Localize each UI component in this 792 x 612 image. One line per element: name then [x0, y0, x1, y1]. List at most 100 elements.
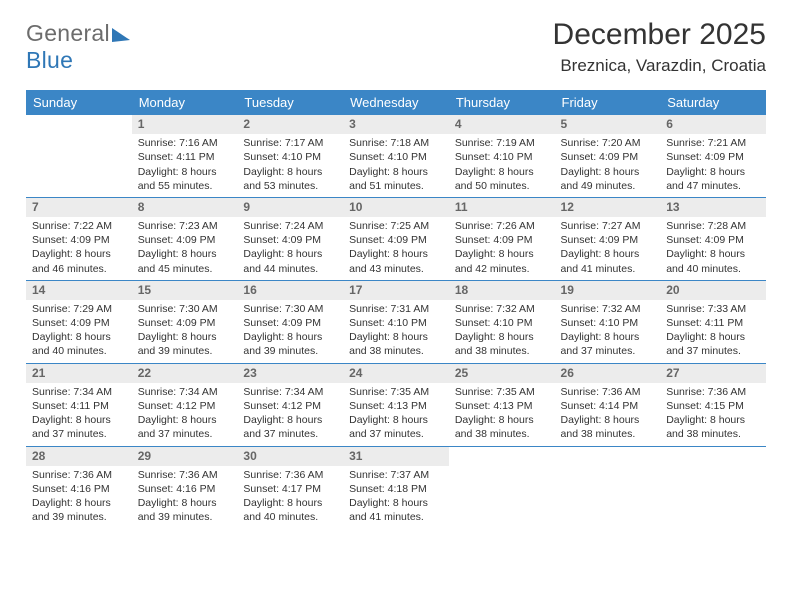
day-number: 2	[237, 115, 343, 134]
day-number: 12	[555, 198, 661, 217]
day-info: Sunrise: 7:35 AMSunset: 4:13 PMDaylight:…	[449, 383, 555, 446]
logo-text-blue: Blue	[26, 47, 73, 73]
calendar-week-row: 7Sunrise: 7:22 AMSunset: 4:09 PMDaylight…	[26, 197, 766, 280]
calendar-table: Sunday Monday Tuesday Wednesday Thursday…	[26, 90, 766, 528]
calendar-day-cell: 17Sunrise: 7:31 AMSunset: 4:10 PMDayligh…	[343, 280, 449, 363]
calendar-day-cell: 30Sunrise: 7:36 AMSunset: 4:17 PMDayligh…	[237, 446, 343, 528]
calendar-week-row: 28Sunrise: 7:36 AMSunset: 4:16 PMDayligh…	[26, 446, 766, 528]
calendar-day-cell	[660, 446, 766, 528]
calendar-day-cell: 20Sunrise: 7:33 AMSunset: 4:11 PMDayligh…	[660, 280, 766, 363]
calendar-day-cell: 10Sunrise: 7:25 AMSunset: 4:09 PMDayligh…	[343, 197, 449, 280]
day-info: Sunrise: 7:26 AMSunset: 4:09 PMDaylight:…	[449, 217, 555, 280]
calendar-day-cell: 23Sunrise: 7:34 AMSunset: 4:12 PMDayligh…	[237, 363, 343, 446]
calendar-day-cell: 8Sunrise: 7:23 AMSunset: 4:09 PMDaylight…	[132, 197, 238, 280]
day-number: 26	[555, 364, 661, 383]
day-number	[26, 115, 132, 134]
day-info: Sunrise: 7:30 AMSunset: 4:09 PMDaylight:…	[132, 300, 238, 363]
day-number: 25	[449, 364, 555, 383]
calendar-day-cell: 22Sunrise: 7:34 AMSunset: 4:12 PMDayligh…	[132, 363, 238, 446]
day-info: Sunrise: 7:22 AMSunset: 4:09 PMDaylight:…	[26, 217, 132, 280]
day-number: 22	[132, 364, 238, 383]
weekday-tuesday: Tuesday	[237, 90, 343, 115]
calendar-day-cell: 16Sunrise: 7:30 AMSunset: 4:09 PMDayligh…	[237, 280, 343, 363]
day-info: Sunrise: 7:33 AMSunset: 4:11 PMDaylight:…	[660, 300, 766, 363]
calendar-day-cell: 12Sunrise: 7:27 AMSunset: 4:09 PMDayligh…	[555, 197, 661, 280]
calendar-day-cell: 11Sunrise: 7:26 AMSunset: 4:09 PMDayligh…	[449, 197, 555, 280]
day-number	[660, 447, 766, 466]
day-info: Sunrise: 7:30 AMSunset: 4:09 PMDaylight:…	[237, 300, 343, 363]
day-number: 18	[449, 281, 555, 300]
calendar-week-row: 21Sunrise: 7:34 AMSunset: 4:11 PMDayligh…	[26, 363, 766, 446]
day-number: 28	[26, 447, 132, 466]
day-info: Sunrise: 7:29 AMSunset: 4:09 PMDaylight:…	[26, 300, 132, 363]
day-info: Sunrise: 7:17 AMSunset: 4:10 PMDaylight:…	[237, 134, 343, 197]
day-info: Sunrise: 7:27 AMSunset: 4:09 PMDaylight:…	[555, 217, 661, 280]
calendar-day-cell: 9Sunrise: 7:24 AMSunset: 4:09 PMDaylight…	[237, 197, 343, 280]
calendar-day-cell: 28Sunrise: 7:36 AMSunset: 4:16 PMDayligh…	[26, 446, 132, 528]
calendar-day-cell: 7Sunrise: 7:22 AMSunset: 4:09 PMDaylight…	[26, 197, 132, 280]
day-number: 29	[132, 447, 238, 466]
day-info: Sunrise: 7:32 AMSunset: 4:10 PMDaylight:…	[449, 300, 555, 363]
day-number: 19	[555, 281, 661, 300]
logo-text-general: General	[26, 20, 110, 46]
calendar-day-cell: 4Sunrise: 7:19 AMSunset: 4:10 PMDaylight…	[449, 115, 555, 197]
calendar-day-cell: 3Sunrise: 7:18 AMSunset: 4:10 PMDaylight…	[343, 115, 449, 197]
calendar-day-cell: 14Sunrise: 7:29 AMSunset: 4:09 PMDayligh…	[26, 280, 132, 363]
day-number: 31	[343, 447, 449, 466]
calendar-day-cell: 24Sunrise: 7:35 AMSunset: 4:13 PMDayligh…	[343, 363, 449, 446]
day-number: 20	[660, 281, 766, 300]
day-info: Sunrise: 7:34 AMSunset: 4:11 PMDaylight:…	[26, 383, 132, 446]
calendar-day-cell: 31Sunrise: 7:37 AMSunset: 4:18 PMDayligh…	[343, 446, 449, 528]
calendar-day-cell	[449, 446, 555, 528]
day-info: Sunrise: 7:36 AMSunset: 4:16 PMDaylight:…	[26, 466, 132, 529]
day-info: Sunrise: 7:25 AMSunset: 4:09 PMDaylight:…	[343, 217, 449, 280]
day-info: Sunrise: 7:35 AMSunset: 4:13 PMDaylight:…	[343, 383, 449, 446]
day-number	[555, 447, 661, 466]
day-info: Sunrise: 7:36 AMSunset: 4:17 PMDaylight:…	[237, 466, 343, 529]
day-number: 8	[132, 198, 238, 217]
weekday-thursday: Thursday	[449, 90, 555, 115]
logo: General Blue	[26, 20, 130, 74]
day-number: 17	[343, 281, 449, 300]
calendar-day-cell: 2Sunrise: 7:17 AMSunset: 4:10 PMDaylight…	[237, 115, 343, 197]
calendar-day-cell: 26Sunrise: 7:36 AMSunset: 4:14 PMDayligh…	[555, 363, 661, 446]
calendar-day-cell: 5Sunrise: 7:20 AMSunset: 4:09 PMDaylight…	[555, 115, 661, 197]
calendar-day-cell: 6Sunrise: 7:21 AMSunset: 4:09 PMDaylight…	[660, 115, 766, 197]
day-info: Sunrise: 7:21 AMSunset: 4:09 PMDaylight:…	[660, 134, 766, 197]
day-number: 27	[660, 364, 766, 383]
calendar-day-cell	[26, 115, 132, 197]
calendar-day-cell: 13Sunrise: 7:28 AMSunset: 4:09 PMDayligh…	[660, 197, 766, 280]
day-number: 9	[237, 198, 343, 217]
day-info: Sunrise: 7:23 AMSunset: 4:09 PMDaylight:…	[132, 217, 238, 280]
day-info: Sunrise: 7:36 AMSunset: 4:15 PMDaylight:…	[660, 383, 766, 446]
calendar-day-cell: 21Sunrise: 7:34 AMSunset: 4:11 PMDayligh…	[26, 363, 132, 446]
day-info: Sunrise: 7:18 AMSunset: 4:10 PMDaylight:…	[343, 134, 449, 197]
day-info: Sunrise: 7:19 AMSunset: 4:10 PMDaylight:…	[449, 134, 555, 197]
location-label: Breznica, Varazdin, Croatia	[553, 56, 766, 76]
day-info: Sunrise: 7:32 AMSunset: 4:10 PMDaylight:…	[555, 300, 661, 363]
weekday-monday: Monday	[132, 90, 238, 115]
day-number: 30	[237, 447, 343, 466]
calendar-day-cell: 19Sunrise: 7:32 AMSunset: 4:10 PMDayligh…	[555, 280, 661, 363]
day-info: Sunrise: 7:37 AMSunset: 4:18 PMDaylight:…	[343, 466, 449, 529]
calendar-page: General Blue December 2025 Breznica, Var…	[0, 0, 792, 548]
day-info: Sunrise: 7:34 AMSunset: 4:12 PMDaylight:…	[237, 383, 343, 446]
day-number: 6	[660, 115, 766, 134]
day-info: Sunrise: 7:34 AMSunset: 4:12 PMDaylight:…	[132, 383, 238, 446]
calendar-day-cell	[555, 446, 661, 528]
title-block: December 2025 Breznica, Varazdin, Croati…	[553, 18, 766, 76]
day-number: 21	[26, 364, 132, 383]
day-number: 13	[660, 198, 766, 217]
day-info: Sunrise: 7:36 AMSunset: 4:16 PMDaylight:…	[132, 466, 238, 529]
weekday-wednesday: Wednesday	[343, 90, 449, 115]
calendar-day-cell: 25Sunrise: 7:35 AMSunset: 4:13 PMDayligh…	[449, 363, 555, 446]
day-info: Sunrise: 7:36 AMSunset: 4:14 PMDaylight:…	[555, 383, 661, 446]
calendar-weekday-header: Sunday Monday Tuesday Wednesday Thursday…	[26, 90, 766, 115]
calendar-day-cell: 18Sunrise: 7:32 AMSunset: 4:10 PMDayligh…	[449, 280, 555, 363]
day-number: 24	[343, 364, 449, 383]
day-info: Sunrise: 7:16 AMSunset: 4:11 PMDaylight:…	[132, 134, 238, 197]
calendar-week-row: 14Sunrise: 7:29 AMSunset: 4:09 PMDayligh…	[26, 280, 766, 363]
day-info: Sunrise: 7:20 AMSunset: 4:09 PMDaylight:…	[555, 134, 661, 197]
logo-sail-icon	[112, 26, 130, 42]
weekday-friday: Friday	[555, 90, 661, 115]
